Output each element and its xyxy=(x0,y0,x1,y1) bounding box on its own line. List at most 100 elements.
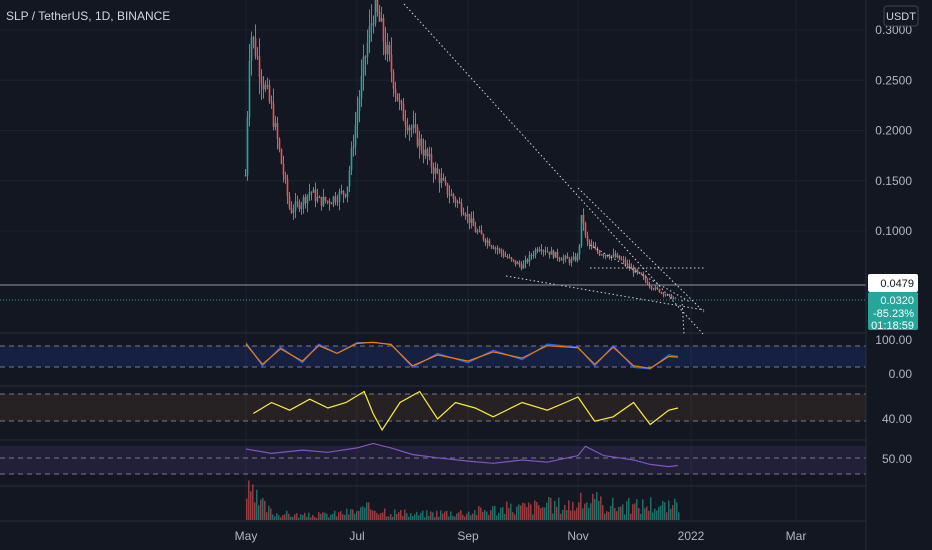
volume-bar xyxy=(664,502,666,520)
candle-body xyxy=(456,201,459,203)
volume-bar xyxy=(576,507,578,520)
candle-body xyxy=(622,259,625,261)
volume-bar xyxy=(666,512,668,520)
osc3-tick-label: 50.00 xyxy=(882,452,912,466)
volume-bar xyxy=(588,507,590,520)
candle-body xyxy=(458,201,461,203)
volume-bar xyxy=(468,511,470,520)
candle-body xyxy=(510,257,513,260)
candle-body xyxy=(576,254,579,261)
candle-body xyxy=(380,18,383,22)
candle-body xyxy=(476,231,479,233)
candle-body xyxy=(282,163,285,176)
volume-bar xyxy=(672,505,674,520)
volume-bar xyxy=(516,506,518,520)
volume-bar xyxy=(250,491,252,520)
candle-body xyxy=(312,189,315,193)
volume-bar xyxy=(362,506,364,520)
volume-bar xyxy=(578,502,580,520)
volume-bar xyxy=(526,507,528,520)
volume-bar xyxy=(670,508,672,520)
candle-body xyxy=(588,241,591,245)
candle-body xyxy=(298,202,301,210)
candle-body xyxy=(306,195,309,204)
candle-body xyxy=(570,259,573,263)
volume-bar xyxy=(622,504,624,520)
volume-bar xyxy=(606,511,608,520)
volume-bar xyxy=(408,516,410,520)
candle-body xyxy=(508,257,511,259)
candle-body xyxy=(492,246,495,249)
volume-bar xyxy=(492,506,494,520)
volume-bar xyxy=(428,515,430,520)
candle-body xyxy=(624,259,627,265)
trendline-projection xyxy=(681,299,685,335)
candle-body xyxy=(548,251,551,255)
candle-body xyxy=(620,259,623,261)
osc3-line xyxy=(245,442,679,468)
chart-title: SLP / TetherUS, 1D, BINANCE xyxy=(6,9,170,23)
currency-button-frame[interactable] xyxy=(883,5,919,27)
volume-bar xyxy=(654,508,656,520)
candle-body xyxy=(358,98,361,112)
candle-body xyxy=(604,255,607,257)
volume-bar xyxy=(614,507,616,520)
candle-body xyxy=(398,100,401,102)
candle-body xyxy=(546,251,549,253)
volume-bar xyxy=(266,512,268,520)
volume-bar xyxy=(386,516,388,520)
volume-bar xyxy=(380,513,382,520)
candle-body xyxy=(244,175,247,177)
candle-body xyxy=(612,253,615,256)
candle-body xyxy=(274,122,277,127)
volume-bar xyxy=(300,514,302,520)
candle-body xyxy=(466,213,469,217)
candle-body xyxy=(502,252,505,256)
volume-bar xyxy=(640,513,642,520)
volume-bar xyxy=(366,502,368,520)
candle-body xyxy=(442,178,445,181)
volume-bar xyxy=(342,514,344,520)
candle-body xyxy=(566,256,569,259)
volume-bar xyxy=(586,502,588,520)
volume-bar xyxy=(518,504,520,520)
candle-body xyxy=(430,154,433,168)
candle-body xyxy=(350,148,353,171)
candle-body xyxy=(544,250,547,252)
volume-bar xyxy=(638,508,640,520)
candle-body xyxy=(280,149,283,164)
candle-body xyxy=(264,85,267,90)
volume-bar xyxy=(344,514,346,520)
volume-bar xyxy=(256,489,258,520)
candle-body xyxy=(664,294,667,296)
candle-body xyxy=(448,194,451,196)
candle-body xyxy=(262,83,265,90)
candle-body xyxy=(596,249,599,252)
candle-body xyxy=(528,254,531,262)
volume-bar xyxy=(274,516,276,520)
candle-body xyxy=(296,201,299,203)
volume-bar xyxy=(424,517,426,520)
candle-body xyxy=(340,190,343,192)
candle-body xyxy=(320,196,323,206)
volume-bar xyxy=(482,512,484,520)
volume-bar xyxy=(392,516,394,520)
candle-body xyxy=(258,56,261,78)
volume-bar xyxy=(554,500,556,520)
stoch-tick-label: 100.00 xyxy=(875,333,912,347)
volume-bar xyxy=(356,511,358,520)
candle-body xyxy=(662,292,665,295)
candle-body xyxy=(482,234,485,240)
volume-bar xyxy=(642,499,644,520)
currency-button[interactable]: USDT xyxy=(883,5,919,27)
candle-body xyxy=(556,251,559,259)
currency-button-label[interactable]: USDT xyxy=(886,11,916,23)
volume-bar xyxy=(454,516,456,520)
volume-bar xyxy=(410,513,412,520)
candle-body xyxy=(586,235,589,242)
candle-body xyxy=(574,256,577,261)
candle-body xyxy=(616,255,619,258)
candle-body xyxy=(412,124,415,129)
volume-bar xyxy=(406,513,408,520)
volume-bar xyxy=(644,508,646,520)
